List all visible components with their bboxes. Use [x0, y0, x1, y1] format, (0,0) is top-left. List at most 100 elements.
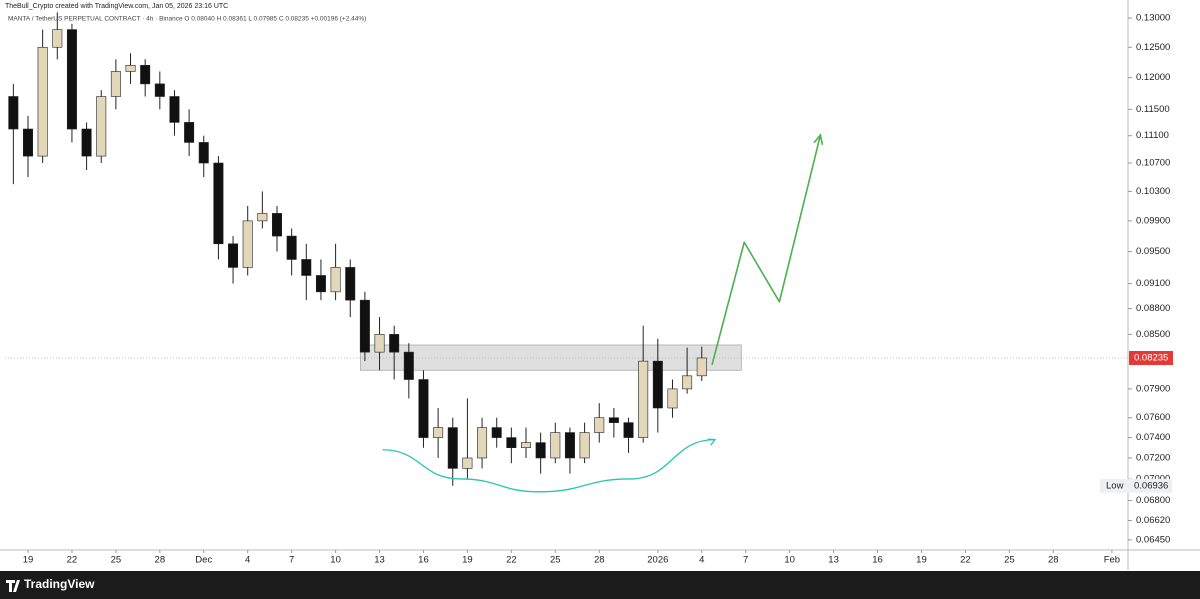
x-tick-label: 4	[245, 555, 250, 566]
candle-body	[623, 422, 634, 438]
y-tick-label: 0.09500	[1136, 246, 1170, 257]
y-tick-label: 0.11500	[1136, 104, 1170, 115]
x-tick-label: 28	[594, 555, 605, 566]
x-tick-label: 28	[155, 555, 166, 566]
candle-body	[52, 29, 63, 48]
x-tick-label: 19	[462, 555, 473, 566]
candle-body	[301, 259, 312, 276]
candle-body	[564, 432, 575, 459]
arc-arrowhead	[707, 438, 717, 446]
y-tick-label: 0.11100	[1136, 130, 1169, 141]
candle-body	[638, 360, 649, 438]
projection-arrowhead	[813, 133, 824, 145]
candle-body	[198, 142, 209, 164]
candle-body	[608, 417, 619, 423]
y-tick-label: 0.09100	[1136, 278, 1170, 289]
candle-body	[96, 96, 107, 157]
last-price-badge	[1129, 350, 1173, 365]
x-tick-label: 22	[67, 555, 78, 566]
x-tick-label: 13	[374, 555, 385, 566]
candle-body	[330, 267, 341, 293]
footer-bar	[0, 571, 1200, 599]
candle-body	[535, 442, 546, 459]
x-tick-label: 10	[784, 555, 795, 566]
candle-body	[66, 29, 77, 130]
candle-body	[433, 427, 444, 438]
candle-body	[81, 128, 92, 157]
y-tick-label: 0.06620	[1136, 515, 1170, 526]
candle-body	[125, 65, 136, 72]
candle-body	[228, 243, 239, 268]
y-tick-label: 0.08500	[1136, 329, 1170, 340]
x-tick-label: 28	[1048, 555, 1059, 566]
candle-body	[403, 351, 414, 380]
candle-body	[37, 46, 48, 157]
x-tick-label: 7	[743, 555, 748, 566]
x-tick-label: 25	[550, 555, 561, 566]
candle-body	[579, 432, 590, 459]
y-tick-label: 0.07400	[1136, 432, 1170, 443]
rounding-arc	[382, 438, 715, 493]
brand-logo	[6, 580, 20, 592]
symbol-info: MANTA / TetherUS PERPETUAL CONTRACT · 4h…	[8, 16, 366, 23]
y-tick-label: 0.06450	[1136, 534, 1170, 545]
candle-body	[506, 437, 517, 449]
brand-name: TradingView	[24, 577, 95, 591]
resistance-zone	[360, 344, 742, 371]
low-badge	[1100, 478, 1172, 493]
candle-body	[242, 220, 253, 268]
candle-body	[184, 122, 195, 143]
candle-body	[169, 96, 180, 123]
candle-body	[23, 128, 33, 157]
x-tick-label: 16	[872, 555, 883, 566]
x-tick-label: 25	[1004, 555, 1015, 566]
candle-body	[110, 71, 121, 97]
y-tick-label: 0.07600	[1136, 412, 1170, 423]
candle-body	[667, 388, 678, 409]
x-tick-label: 25	[111, 555, 122, 566]
candle-body	[154, 83, 165, 97]
candle-body	[213, 162, 224, 245]
last-price-label: 0.08235	[1134, 352, 1168, 363]
candle-body	[418, 379, 429, 438]
candle-body	[345, 267, 356, 301]
y-tick-label: 0.09900	[1136, 215, 1170, 226]
x-tick-label: Dec	[195, 555, 212, 566]
x-tick-label: Feb	[1104, 555, 1120, 566]
low-tag: Low	[1106, 480, 1124, 491]
y-tick-label: 0.10700	[1136, 158, 1170, 169]
projection-path	[711, 134, 822, 365]
candle-body	[652, 360, 663, 409]
y-tick-label: 0.08800	[1136, 303, 1170, 314]
candle-body	[286, 235, 297, 260]
x-tick-label: 22	[506, 555, 517, 566]
candle-body	[550, 432, 561, 459]
x-tick-label: 4	[699, 555, 704, 566]
x-tick-label: 19	[916, 555, 927, 566]
candle-body	[140, 65, 151, 85]
x-tick-label: 7	[289, 555, 294, 566]
candle-body	[521, 442, 531, 449]
low-value: 0.06936	[1134, 480, 1168, 491]
candle-body	[359, 299, 370, 353]
y-tick-label: 0.07900	[1136, 383, 1170, 394]
candle-body	[8, 96, 19, 130]
y-tick-label: 0.13000	[1136, 13, 1170, 24]
candle-body	[462, 457, 473, 469]
candle-body	[477, 427, 488, 459]
candle-body	[272, 213, 282, 237]
candle-body	[491, 427, 502, 438]
x-tick-label: 10	[330, 555, 341, 566]
y-tick-label: 0.10300	[1136, 186, 1170, 197]
y-tick-label: 0.07200	[1136, 452, 1170, 463]
candle-body	[315, 275, 326, 293]
x-tick-label: 13	[828, 555, 839, 566]
header-title: TheBull_Crypto created with TradingView.…	[5, 3, 228, 10]
x-tick-label: 2026	[647, 555, 668, 566]
x-tick-label: 16	[418, 555, 429, 566]
candle-body	[389, 334, 400, 353]
x-tick-label: 22	[960, 555, 971, 566]
candle-body	[374, 334, 385, 353]
y-tick-label: 0.06800	[1136, 495, 1170, 506]
